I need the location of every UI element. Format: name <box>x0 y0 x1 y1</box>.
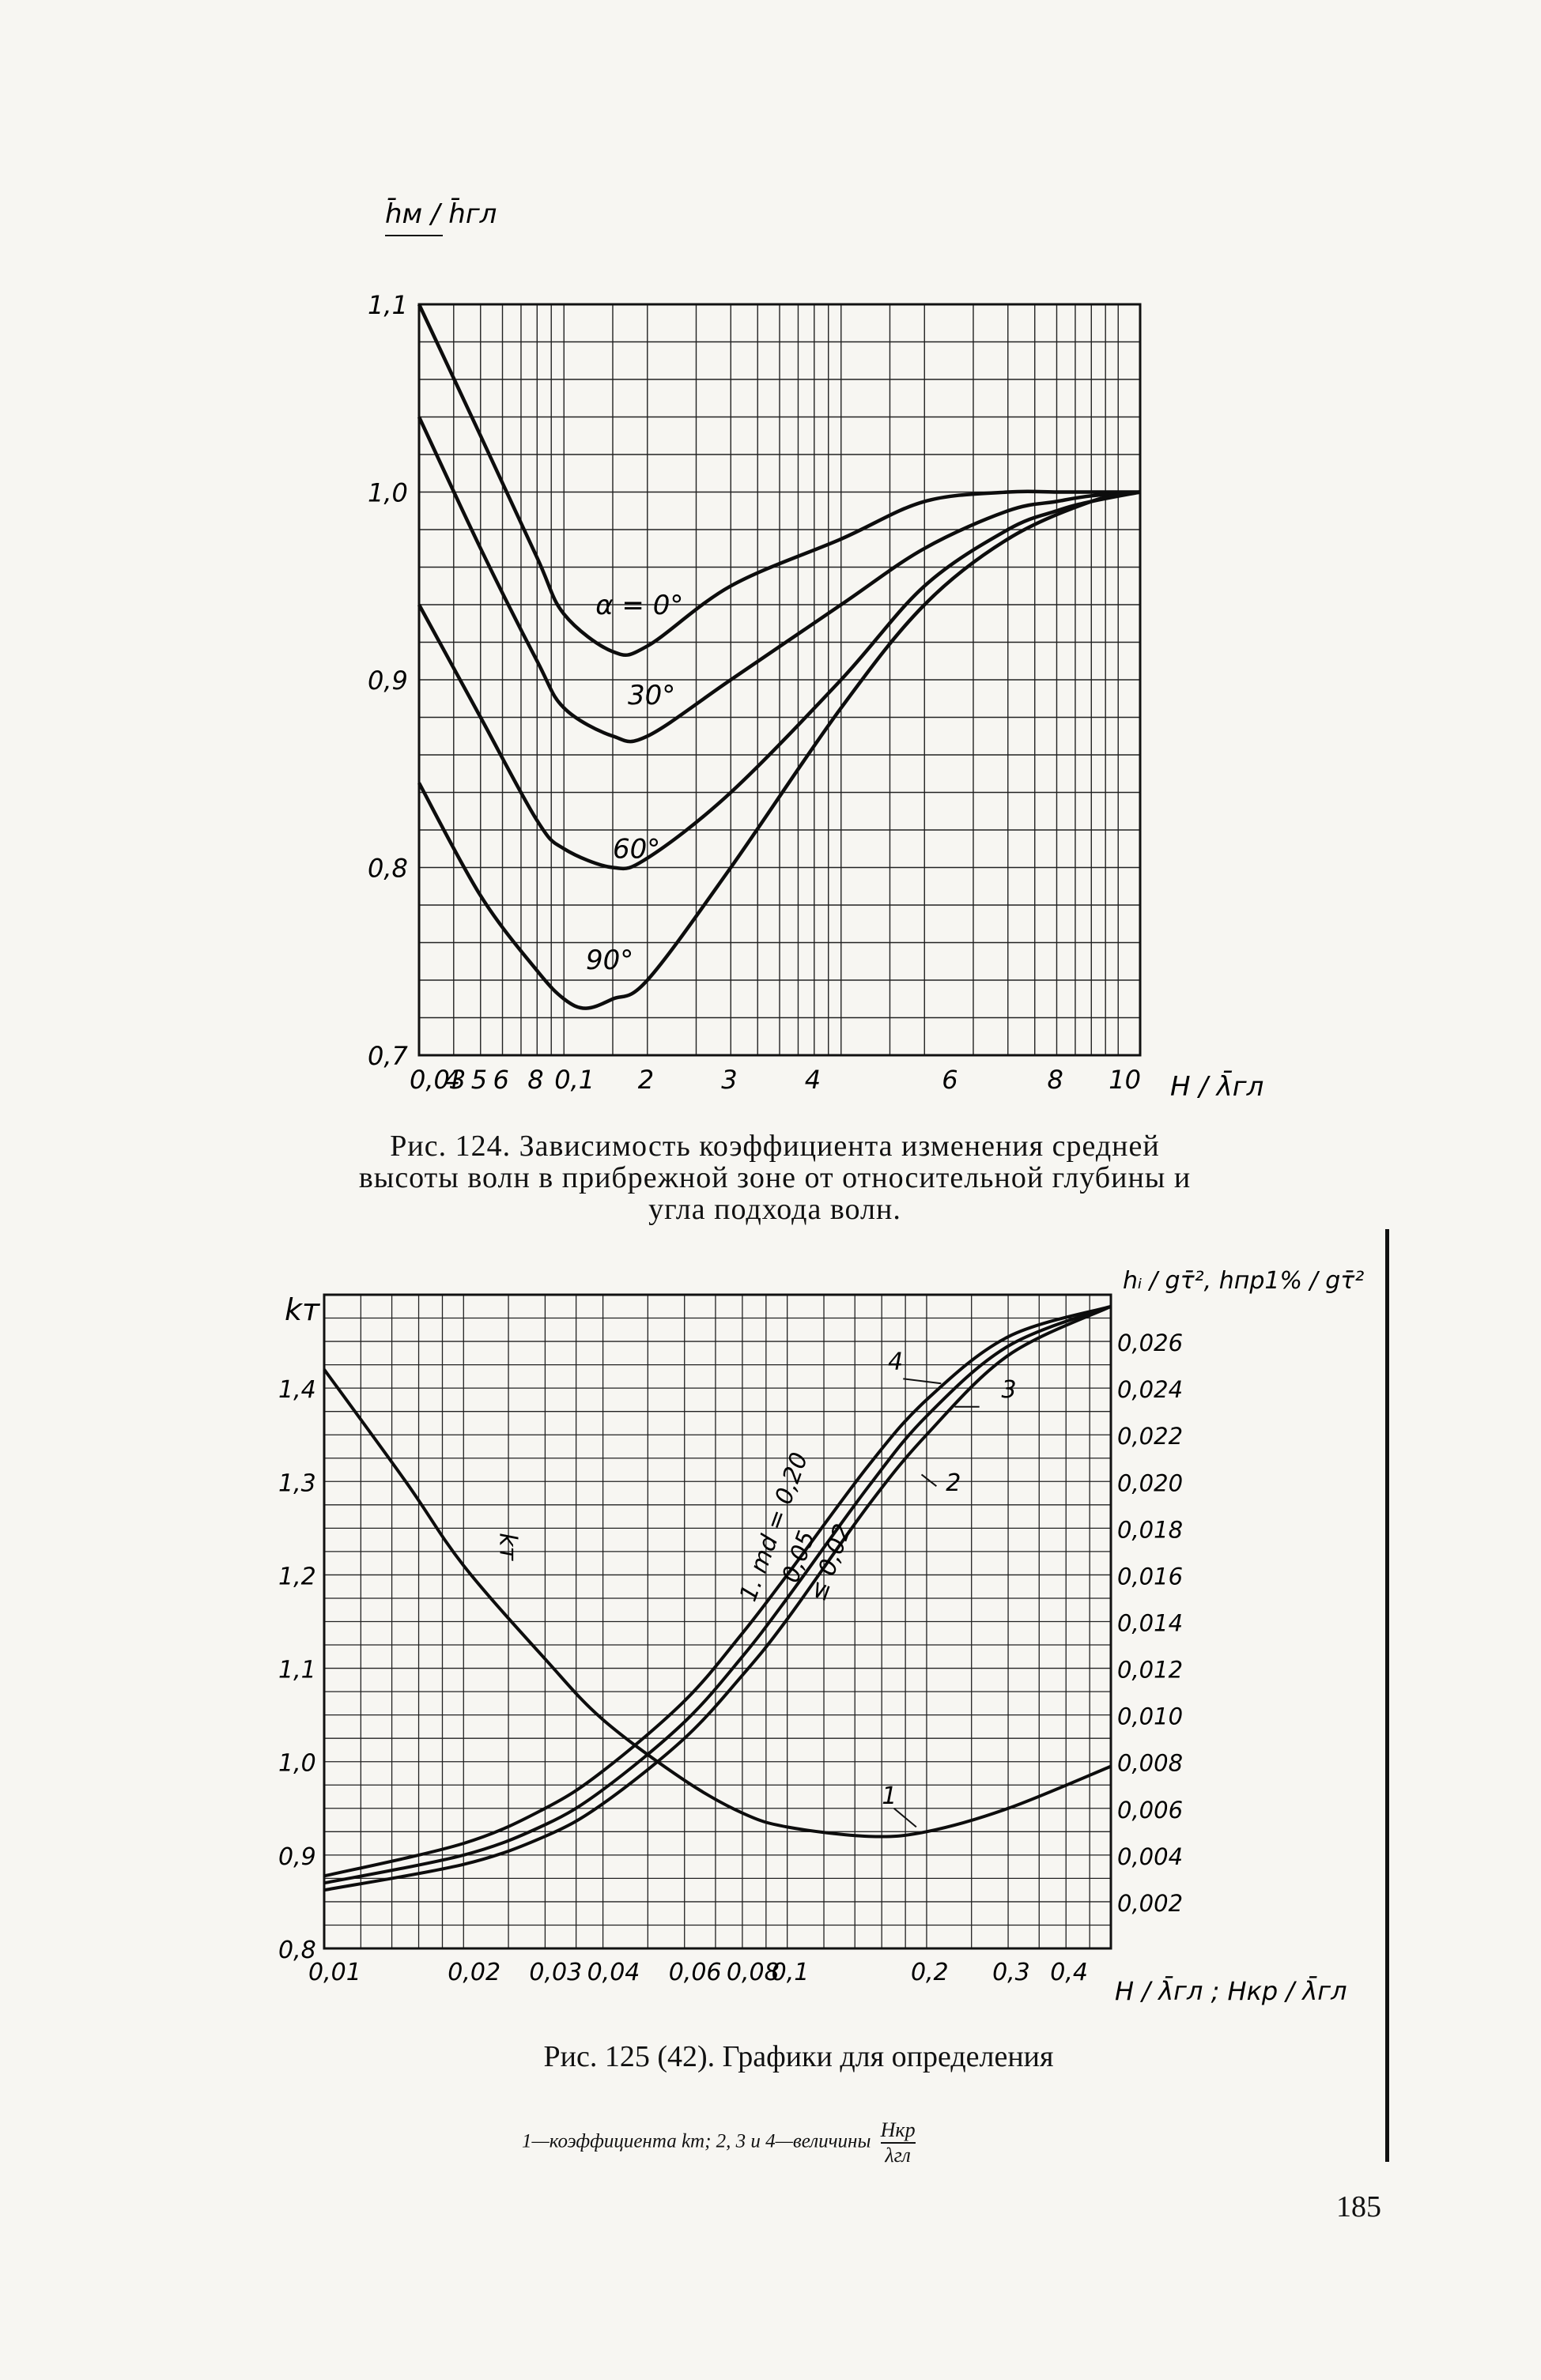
x-tick-label: 6 <box>942 1065 957 1095</box>
figure-125-frame <box>323 1293 1112 1950</box>
caption-fraction-numerator: Hкр <box>880 2118 916 2144</box>
caption-fraction-denominator: λгл <box>885 2144 911 2167</box>
right-tick-label: 0,026 <box>1117 1330 1183 1356</box>
curve-90-deg <box>417 490 1141 1010</box>
y-tick-label: 0,8 <box>368 854 408 884</box>
right-tick-label: 0,014 <box>1117 1610 1183 1637</box>
figure-125: 0,01 0,02 0,03 0,04 0,06 0,080,1 0,2 0,3 0,4 0,8… <box>278 1267 1364 2006</box>
curve-label: 90° <box>586 945 633 976</box>
x-tick-label: 0,02 <box>448 1959 500 1986</box>
curve-label: 30° <box>628 680 675 711</box>
figure-124-grid <box>418 304 1141 1056</box>
curve-4 <box>323 1304 1112 1878</box>
x-tick-label: 0,06 <box>669 1959 722 1986</box>
left-tick-label: 0,8 <box>278 1937 316 1964</box>
figure-124-frame <box>417 303 1142 1057</box>
curve-label: 2 <box>946 1469 961 1497</box>
left-tick-label: 1,4 <box>278 1376 316 1404</box>
x-tick-label: 0,03 <box>529 1959 582 1986</box>
x-tick-label: 0,03 <box>410 1065 466 1095</box>
x-tick-label: 10 <box>1109 1065 1141 1095</box>
curve-0-deg <box>417 304 1140 657</box>
figure-124-curves <box>417 304 1141 1010</box>
right-tick-label: 0,016 <box>1117 1563 1183 1590</box>
figure-125-right-ticks: 0,002 0,004 0,006 0,008 0,010 0,012 0,014 0,016… <box>1117 1330 1183 1917</box>
figure-124-y-axis-label: h̄м / h̄гл <box>385 198 497 230</box>
figure-125-caption: Рис. 125 (42). Графики для определения <box>443 2039 1154 2074</box>
x-tick-label: 0,1 <box>554 1065 595 1095</box>
figure-125-caption-text: Рис. 125 (42). Графики для определения <box>543 2040 1054 2073</box>
right-tick-label: 0,010 <box>1117 1703 1183 1730</box>
curve-60-deg <box>417 490 1141 871</box>
right-tick-label: 0,020 <box>1117 1469 1183 1496</box>
page-number: 185 <box>1336 2190 1381 2223</box>
x-tick-label: 3 <box>721 1065 737 1095</box>
figure-124-caption: Рис. 124. Зависимость коэффициента измен… <box>358 1130 1192 1226</box>
curve-label: 1 <box>882 1782 897 1810</box>
figure-125-right-axis-label: hᵢ / gτ̄², hпр1% / gτ̄² <box>1123 1267 1364 1295</box>
y-tick-label: 0,7 <box>368 1041 409 1071</box>
right-tick-label: 0,018 <box>1117 1516 1183 1543</box>
figure-125-caption-sub: 1—коэффициента kт; 2, 3 и 4—величины Hкр… <box>522 2118 916 2167</box>
figure-124-x-axis-label: H / λ̄гл <box>1170 1070 1263 1103</box>
y-tick-label: 1,0 <box>368 478 408 508</box>
figure-125-left-axis-label: kт <box>285 1292 321 1327</box>
x-tick-label: 0,3 <box>992 1959 1030 1986</box>
right-tick-label: 0,004 <box>1117 1843 1183 1870</box>
figure-124-curve-labels: α = 0° 30° 60° 90° <box>586 590 683 976</box>
x-tick-label: 0,1 <box>772 1959 810 1986</box>
x-tick-label: 4 <box>444 1065 460 1095</box>
curve-label: α = 0° <box>595 590 683 621</box>
left-tick-label: 1,2 <box>278 1563 316 1590</box>
x-tick-label: 0,08 <box>727 1959 780 1986</box>
curve-2 <box>323 1304 1112 1892</box>
x-tick-label: 2 <box>638 1065 654 1095</box>
x-tick-label: 6 <box>493 1065 509 1095</box>
figure-125-x-ticks: 0,01 0,02 0,03 0,04 0,06 0,080,1 0,2 0,3 0,4 <box>308 1959 1088 1986</box>
figure-125-curves <box>323 1304 1112 1892</box>
right-tick-label: 0,012 <box>1117 1657 1183 1684</box>
figure-124: 0,034 5 6 8 0,1 2 3 4 6 8 10 0,70,80,91,01,1 α = 0… <box>368 198 1263 1103</box>
curve-1 <box>323 1368 1112 1839</box>
figure-124-x-ticks: 0,034 5 6 8 0,1 2 3 4 6 8 10 <box>410 1065 1141 1095</box>
curve-label: kт <box>494 1533 522 1561</box>
curve-label: 4 <box>888 1348 903 1376</box>
figure-124-y-ticks: 0,7 0,8 0,9 1,0 1,1 <box>368 290 409 1071</box>
x-tick-label: 0,4 <box>1050 1959 1088 1986</box>
left-tick-label: 1,3 <box>278 1469 316 1497</box>
caption-sub-text: 1—коэффициента kт; 2, 3 и 4—величины <box>522 2130 871 2152</box>
y-tick-label: 1,1 <box>368 290 408 320</box>
x-tick-label: 0,04 <box>587 1959 640 1986</box>
figure-125-left-ticks: 0,8 0,9 1,0 1,1 1,2 1,3 1,4 <box>278 1376 316 1964</box>
y-tick-label: 0,9 <box>368 666 408 696</box>
x-tick-label: 8 <box>1047 1065 1063 1095</box>
right-tick-label: 0,008 <box>1117 1750 1183 1777</box>
caption-fraction: Hкр λгл <box>880 2118 916 2167</box>
right-tick-label: 0,006 <box>1117 1797 1183 1824</box>
x-tick-label: 8 <box>527 1065 543 1095</box>
x-tick-label: 4 <box>805 1065 821 1095</box>
label-leader-4 <box>903 1378 942 1385</box>
label-leader-2 <box>920 1473 937 1487</box>
right-tick-label: 0,002 <box>1117 1890 1183 1917</box>
curve-3 <box>323 1304 1112 1885</box>
x-tick-label: 0,2 <box>911 1959 949 1986</box>
margin-rule <box>1385 1229 1389 2162</box>
curve-label: 60° <box>613 834 660 866</box>
x-tick-label: 0,01 <box>308 1959 361 1986</box>
x-tick-label: 5 <box>471 1065 487 1095</box>
left-tick-label: 1,0 <box>278 1750 316 1778</box>
left-tick-label: 0,9 <box>278 1843 316 1871</box>
right-tick-label: 0,022 <box>1117 1423 1183 1450</box>
curve-30-deg <box>417 416 1141 744</box>
label-leader-1 <box>893 1808 917 1828</box>
curve-label: 3 <box>1001 1376 1016 1404</box>
right-tick-label: 0,024 <box>1117 1376 1183 1403</box>
left-tick-label: 1,1 <box>278 1657 316 1684</box>
figure-125-x-axis-label: H / λ̄гл ; Hкр / λ̄гл <box>1115 1975 1347 2006</box>
